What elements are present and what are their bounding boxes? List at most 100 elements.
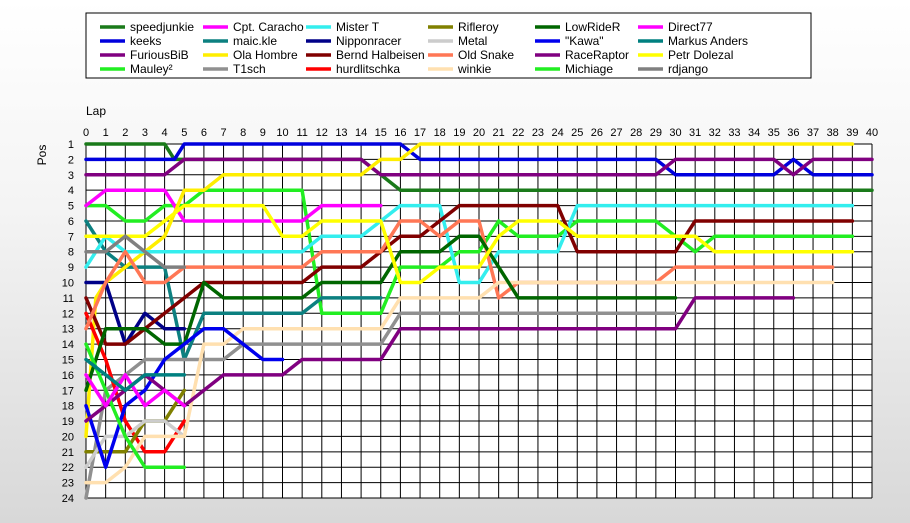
series-line-21 (84, 357, 187, 393)
legend-label-1: keeks (130, 34, 161, 48)
legend-label-2: FuriousBiB (130, 48, 189, 62)
x-axis-label: Lap (86, 104, 106, 118)
y-tick-label-21: 22 (62, 462, 74, 474)
legend-label-19: Michiage (565, 62, 613, 76)
x-tick-label-27: 27 (610, 127, 622, 139)
y-tick-label-5: 6 (68, 216, 74, 228)
x-tick-label-38: 38 (827, 127, 839, 139)
legend-label-11: hurdlitschka (336, 62, 400, 76)
grid (85, 143, 873, 499)
x-tick-label-24: 24 (551, 127, 563, 139)
y-axis-label: Pos (35, 145, 49, 166)
series-line-13 (84, 419, 187, 469)
legend-label-14: Old Snake (458, 48, 514, 62)
y-tick-label-11: 12 (62, 308, 74, 320)
legend-label-13: Metal (458, 34, 487, 48)
y-tick-label-8: 9 (68, 262, 74, 274)
y-tick-label-18: 19 (62, 416, 74, 428)
x-tick-label-23: 23 (532, 127, 544, 139)
x-tick-label-36: 36 (787, 127, 799, 139)
y-tick-label-10: 11 (63, 293, 74, 305)
y-tick-label-16: 17 (62, 385, 74, 397)
y-tick-label-12: 13 (62, 324, 74, 336)
legend-label-9: Nipponracer (336, 34, 401, 48)
series-line-20 (84, 373, 187, 408)
x-tick-label-19: 19 (453, 127, 465, 139)
legend-label-6: Ola Hombre (233, 48, 298, 62)
series-line-8 (84, 203, 855, 285)
legend-label-7: T1sch (233, 62, 266, 76)
legend-label-10: Bernd Halbeisen (336, 48, 425, 62)
x-tick-label-34: 34 (748, 127, 760, 139)
legend-label-16: LowRideR (565, 20, 621, 34)
y-tick-label-20: 21 (62, 447, 74, 459)
series-line-18 (84, 296, 796, 423)
y-tick-label-6: 7 (68, 231, 74, 243)
legend-label-18: RaceRaptor (565, 48, 629, 62)
legend-label-3: Mauley² (130, 62, 173, 76)
series-line-17 (84, 326, 285, 469)
x-tick-label-28: 28 (630, 127, 642, 139)
x-tick-label-30: 30 (669, 127, 681, 139)
y-tick-label-1: 2 (68, 154, 74, 166)
x-tick-label-32: 32 (709, 127, 721, 139)
x-tick-label-9: 9 (260, 127, 266, 139)
x-tick-label-8: 8 (240, 127, 246, 139)
x-tick-label-14: 14 (355, 127, 367, 139)
x-tick-label-4: 4 (162, 127, 168, 139)
x-tick-label-18: 18 (434, 127, 446, 139)
legend-label-20: Direct77 (668, 20, 713, 34)
series-line-6 (84, 142, 855, 439)
series-line-4 (84, 188, 383, 223)
x-tick-label-39: 39 (846, 127, 858, 139)
plot-area: 0 1 2 3 4 5 6 7 8 9 10 11 12 13 14 15 16 17 18 19 20 21 22 23 24… (62, 127, 878, 505)
x-tick-label-3: 3 (142, 127, 148, 139)
x-tick-label-13: 13 (335, 127, 347, 139)
x-tick-label-17: 17 (414, 127, 426, 139)
legend-label-22: Petr Dolezal (668, 48, 733, 62)
y-tick-label-17: 18 (62, 401, 74, 413)
series-line-2 (84, 157, 874, 177)
x-tick-label-16: 16 (394, 127, 406, 139)
x-tick-label-10: 10 (276, 127, 288, 139)
series-line-10 (84, 203, 855, 346)
series-line-22 (84, 203, 855, 285)
x-tick-label-12: 12 (316, 127, 328, 139)
x-tick-label-15: 15 (375, 127, 387, 139)
x-tick-label-7: 7 (220, 127, 226, 139)
legend-label-15: winkie (457, 62, 492, 76)
y-tick-label-0: 1 (68, 139, 74, 151)
x-tick-label-37: 37 (807, 127, 819, 139)
legend-label-23: rdjango (668, 62, 708, 76)
x-tick-label-29: 29 (650, 127, 662, 139)
y-tick-label-15: 16 (62, 370, 74, 382)
y-tick-label-2: 3 (68, 170, 74, 182)
y-tick-label-14: 15 (62, 354, 74, 366)
series-line-23 (84, 234, 187, 269)
x-tick-label-11: 11 (296, 127, 307, 139)
y-tick-label-19: 20 (62, 431, 74, 443)
legend-label-5: maic.kle (233, 34, 277, 48)
legend-label-17: "Kawa" (565, 34, 604, 48)
x-tick-label-20: 20 (473, 127, 485, 139)
legend-box (85, 12, 812, 79)
legend-label-21: Markus Anders (668, 34, 748, 48)
x-tick-label-5: 5 (181, 127, 187, 139)
series-line-15 (84, 280, 835, 485)
y-tick-label-3: 4 (68, 185, 74, 197)
x-tick-label-6: 6 (201, 127, 207, 139)
y-tick-label-9: 10 (62, 278, 74, 290)
x-tick-label-2: 2 (122, 127, 128, 139)
x-tick-label-33: 33 (728, 127, 740, 139)
x-tick-label-31: 31 (689, 127, 701, 139)
y-tick-label-23: 24 (62, 493, 74, 505)
x-tick-label-22: 22 (512, 127, 524, 139)
series-line-3 (84, 188, 855, 316)
y-tick-label-22: 23 (62, 478, 74, 490)
y-tick-label-4: 5 (68, 201, 74, 213)
x-tick-label-21: 21 (493, 127, 505, 139)
x-tick-label-1: 1 (103, 127, 109, 139)
legend-label-4: Cpt. Caracho (233, 20, 304, 34)
